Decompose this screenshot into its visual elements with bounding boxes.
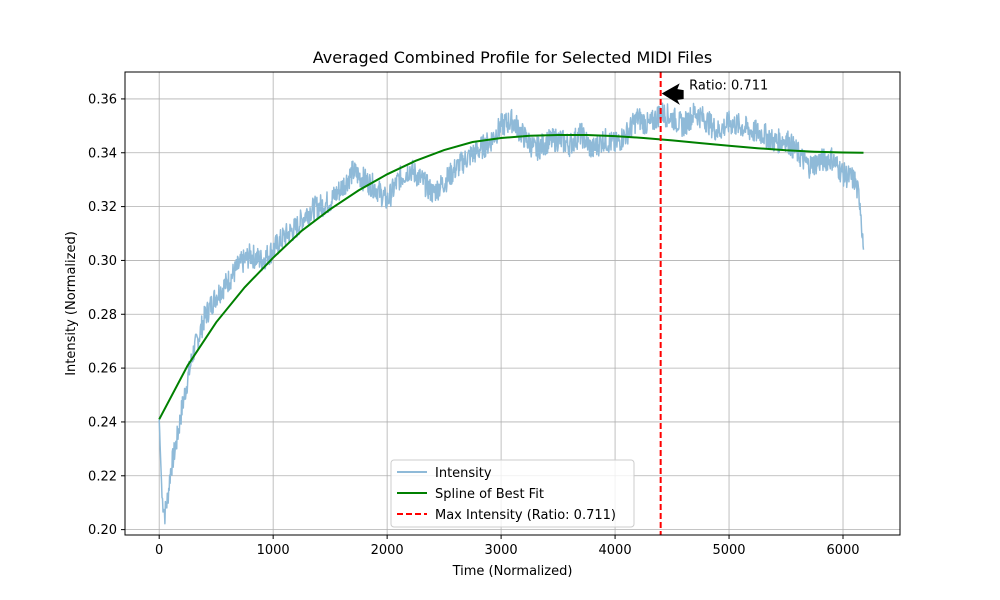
x-tick-label: 6000 <box>826 543 859 558</box>
chart-title: Averaged Combined Profile for Selected M… <box>313 48 712 67</box>
y-axis-label: Intensity (Normalized) <box>64 231 79 376</box>
x-tick-label: 4000 <box>599 543 632 558</box>
y-tick-label: 0.24 <box>88 415 117 430</box>
y-tick-label: 0.30 <box>88 254 117 269</box>
x-tick-label: 0 <box>155 543 163 558</box>
y-tick-label: 0.34 <box>88 146 117 161</box>
x-axis: 0 1000 2000 3000 4000 5000 6000 <box>155 535 860 558</box>
x-tick-label: 2000 <box>371 543 404 558</box>
y-tick-label: 0.20 <box>88 523 117 538</box>
x-tick-label: 1000 <box>257 543 290 558</box>
legend-label-intensity: Intensity <box>435 466 492 481</box>
series-intensity-line <box>158 102 865 525</box>
y-tick-label: 0.36 <box>88 92 117 107</box>
series-spline-line <box>158 134 864 420</box>
legend-label-max-intensity: Max Intensity (Ratio: 0.711) <box>435 508 616 523</box>
x-tick-label: 3000 <box>485 543 518 558</box>
annotation-arrow <box>661 83 684 105</box>
x-axis-label: Time (Normalized) <box>452 564 573 579</box>
plot-frame <box>124 71 901 536</box>
grid <box>125 72 900 535</box>
legend-box <box>390 459 635 528</box>
annotation: Ratio: 0.711 <box>661 79 768 105</box>
y-axis: 0.20 0.22 0.24 0.26 0.28 0.30 0.32 0.34 0.36 <box>88 92 125 538</box>
y-tick-label: 0.32 <box>88 200 117 215</box>
series-layer <box>158 102 865 525</box>
x-tick-label: 5000 <box>712 543 745 558</box>
legend-label-spline: Spline of Best Fit <box>435 487 544 502</box>
y-tick-label: 0.26 <box>88 362 117 377</box>
y-tick-label: 0.28 <box>88 308 117 323</box>
annotation-text: Ratio: 0.711 <box>689 79 768 94</box>
legend: Intensity Spline of Best Fit Max Intensi… <box>390 459 635 528</box>
y-tick-label: 0.22 <box>88 469 117 484</box>
